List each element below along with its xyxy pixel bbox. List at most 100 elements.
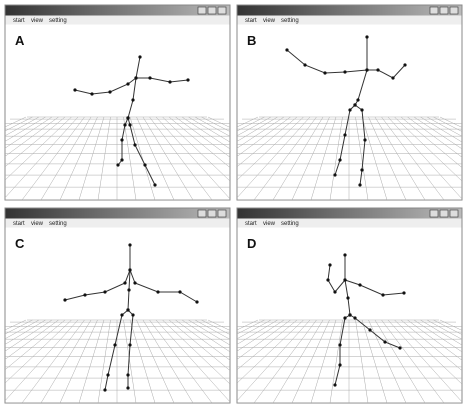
menu-item[interactable]: view [263,221,276,227]
title-bar [5,5,230,16]
menu-item[interactable]: start [245,18,257,24]
joint [126,82,130,86]
floor-line [237,319,291,360]
floor-line [433,116,462,132]
floor-line [21,116,85,200]
joint [360,108,364,112]
floor-line [5,319,46,345]
menu-item[interactable]: start [13,18,25,24]
floor-line [381,319,445,403]
joint [338,363,342,367]
bone [74,77,189,95]
floor-line [237,319,265,335]
menu-item[interactable]: view [31,18,44,24]
floor-line [78,319,105,403]
maximize-button[interactable] [207,6,217,15]
floor-line [272,116,324,200]
joint [195,300,199,304]
floor-line [237,319,285,352]
joint [346,296,350,300]
floor-line [237,116,278,142]
joint [108,90,112,94]
menu-item[interactable]: view [263,18,276,24]
floor-line [136,319,175,403]
floor-grid [237,319,462,403]
floor-line [374,116,426,200]
menu-item[interactable]: setting [49,221,67,227]
minimize-button[interactable] [197,209,207,218]
floor-line [97,116,111,200]
floor-line [5,116,33,132]
joint [343,133,347,137]
window: start view setting C [4,207,231,404]
floor-line [374,319,426,403]
panel-label: D [247,236,256,251]
joint [133,143,137,147]
floor-line [201,319,230,335]
floor-line [40,116,92,200]
menu-item[interactable]: start [13,221,25,227]
joint [285,48,289,52]
floor-line [272,319,324,403]
joint [343,253,347,257]
close-button[interactable] [449,6,459,15]
floor-line [237,116,291,157]
floor-line [420,116,462,143]
menu-item[interactable]: setting [281,18,299,24]
floor-line [310,319,337,403]
joint [398,346,402,350]
floor-line [387,319,462,403]
minimize-button[interactable] [197,6,207,15]
floor-line [237,116,265,132]
bone [286,49,406,79]
window-frame [236,207,463,404]
floor-line [237,319,304,384]
floor-line [5,116,66,168]
menu-item[interactable]: view [31,221,44,227]
floor-line [5,319,66,371]
menu-bar [237,218,462,228]
floor-line [361,116,388,200]
floor-line [420,319,462,346]
floor-line [237,116,272,137]
floor-line [237,319,272,340]
window: start view setting B [236,4,463,201]
joint [128,123,132,127]
window-frame [236,4,463,201]
maximize-button[interactable] [439,6,449,15]
floor-line [5,116,40,137]
floor-line [407,116,462,158]
joint [106,373,110,377]
floor-line [194,319,230,340]
minimize-button[interactable] [429,6,439,15]
joint [353,103,357,107]
joint [383,340,387,344]
menu-item[interactable]: setting [281,221,299,227]
joint [134,76,138,80]
joint [403,63,407,67]
floor-line [5,116,46,142]
floor-line [181,116,230,150]
close-button[interactable] [449,209,459,218]
bone [354,37,368,106]
close-button[interactable] [217,209,227,218]
floor-line [237,319,278,345]
floor-line [387,116,462,200]
floor-line [400,319,462,371]
joint [143,163,147,167]
menu-item[interactable]: start [245,221,257,227]
floor-line [188,319,230,346]
floor-line [168,319,230,371]
joint [338,343,342,347]
joint [126,373,130,377]
close-button[interactable] [217,6,227,15]
floor-line [291,319,330,403]
joint [326,278,330,282]
menu-item[interactable]: setting [49,18,67,24]
floor-line [5,319,59,360]
minimize-button[interactable] [429,209,439,218]
maximize-button[interactable] [207,209,217,218]
floor-line [155,116,230,200]
floor-line [407,319,462,361]
maximize-button[interactable] [439,209,449,218]
